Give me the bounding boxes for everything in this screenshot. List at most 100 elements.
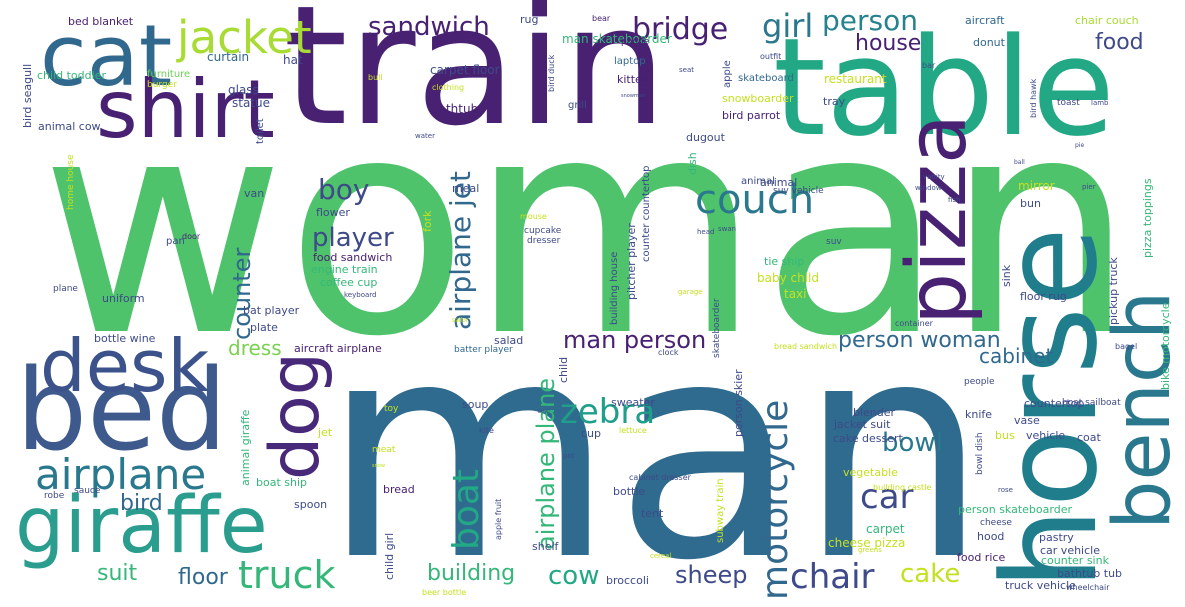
word-beer-bottle: beer bottle [422, 588, 467, 597]
word-bird-parrot: bird parrot [722, 109, 781, 122]
word-animal: animal [760, 176, 798, 189]
word-train: train [283, 0, 668, 162]
word-countertop: countertop [1024, 397, 1085, 410]
word-bagel: bagel [1115, 342, 1138, 351]
word-salad: salad [494, 334, 524, 347]
word-table: table [773, 9, 1115, 166]
word-man-skateboarder: man skateboarder [562, 32, 672, 46]
word-counter-countertop: counter countertop [641, 165, 652, 262]
word-boy: boy [318, 173, 370, 206]
word-grill: grill [568, 100, 587, 111]
word-bun: bun [1020, 197, 1041, 210]
word-fork: fork [421, 210, 434, 233]
word-vegetable: vegetable [843, 466, 898, 479]
word-jacket-suit: jacket suit [834, 418, 891, 431]
word-sweater: sweater [611, 396, 655, 409]
word-chair-couch: chair couch [1075, 14, 1139, 27]
word-child-girl: child girl [383, 532, 396, 580]
word-tent: tent [641, 507, 664, 520]
word-cup: cup [581, 427, 602, 440]
word-bowl: bowl [882, 428, 943, 458]
word-motorcycle: motorcycle [755, 399, 796, 600]
word-chair: chair [790, 557, 875, 597]
word-curtain: curtain [207, 50, 250, 64]
word-bottle: bottle [613, 485, 646, 498]
word-wheelchair: wheelchair [1066, 583, 1110, 592]
word-dugout: dugout [686, 131, 725, 144]
word-people: people [964, 377, 995, 387]
word-dish: dish [686, 152, 699, 175]
word-bowl-dish: bowl dish [975, 432, 985, 475]
word-aircraft: aircraft [965, 14, 1005, 27]
word-swan: swan [718, 225, 737, 233]
word-sailor: sailor [452, 317, 469, 324]
word-pizza: pizza [890, 113, 985, 325]
word-woman: woman [40, 53, 1136, 402]
word-home-house: home house [66, 154, 76, 210]
word-cake: cake [900, 559, 961, 589]
word-head: head [697, 228, 715, 236]
word-sheep: sheep [675, 561, 748, 589]
word-cupcake: cupcake [524, 226, 562, 236]
word-furniture: furniture [147, 69, 191, 80]
word-animal-cow: animal cow [38, 120, 101, 133]
word-child-toddler: child toddler [37, 69, 106, 82]
word-pan: pan [166, 236, 185, 247]
word-cheese-pizza: cheese pizza [828, 536, 906, 550]
word-person-skier: person skier [732, 369, 745, 437]
word-bowl: bowl [538, 409, 550, 415]
word-bull: bull [368, 73, 383, 82]
word-apple: apple [722, 60, 733, 88]
word-kitten: kitten [617, 73, 649, 86]
word-knife: knife [965, 408, 993, 421]
word-garage: garage [678, 288, 703, 296]
word-jet: jet [318, 426, 333, 439]
word-man: man [322, 277, 989, 607]
word-bear: bear [592, 14, 611, 23]
word-sink: sink [1000, 264, 1013, 287]
word-meat: meat [372, 445, 396, 455]
word-counter-sink: counter sink [1041, 554, 1109, 567]
word-container: container [895, 319, 933, 328]
word-desk: desk [40, 324, 210, 408]
word-meal: meal [452, 182, 480, 195]
word-phone: phone [621, 37, 650, 47]
word-rug: rug [520, 13, 539, 26]
word-laptop: laptop [614, 56, 646, 67]
word-dress: dress [228, 336, 282, 360]
word-bread-sandwich: bread sandwich [774, 342, 838, 351]
word-lamb: lamb [1091, 99, 1109, 107]
word-couch: couch [695, 177, 815, 223]
word-bird-hawk: bird hawk [1029, 78, 1038, 118]
word-engine-train: engine train [311, 263, 378, 276]
word-carpet: carpet [866, 522, 905, 536]
word-sandwich: sandwich [368, 12, 490, 42]
word-hood: hood [977, 530, 1005, 543]
word-food-rice: food rice [957, 551, 1006, 564]
word-bread: bread [383, 483, 415, 496]
word-greens: greens [858, 546, 882, 554]
word-floor: floor [178, 565, 228, 590]
word-ball: ball [1014, 159, 1025, 166]
word-tie-ship: tie ship [764, 255, 805, 268]
word-lettuce: lettuce [619, 426, 647, 435]
word-baby-child: baby child [757, 271, 819, 285]
word-door: door [182, 232, 201, 241]
word-airplane: airplane [35, 450, 207, 499]
word-dresser: dresser [527, 236, 561, 246]
word-person-skateboarder: person skateboarder [958, 503, 1072, 516]
word-clock: clock [658, 348, 679, 357]
word-seat: seat [679, 66, 694, 74]
word-house: house [855, 31, 922, 56]
word-pot: pot [563, 452, 575, 460]
word-food: food [1095, 30, 1144, 55]
word-bathtub-tub: bathtub tub [1057, 567, 1123, 580]
word-bus: bus [995, 429, 1015, 442]
word-burger: burger [147, 80, 177, 90]
word-floor-rug: floor rug [1020, 290, 1067, 303]
word-sauce: sauce [74, 486, 101, 496]
word-taxi: taxi [784, 287, 807, 301]
word-bike-motorcycle: bike motorcycle [1159, 302, 1172, 390]
word-pickup-truck: pickup truck [1107, 257, 1120, 325]
